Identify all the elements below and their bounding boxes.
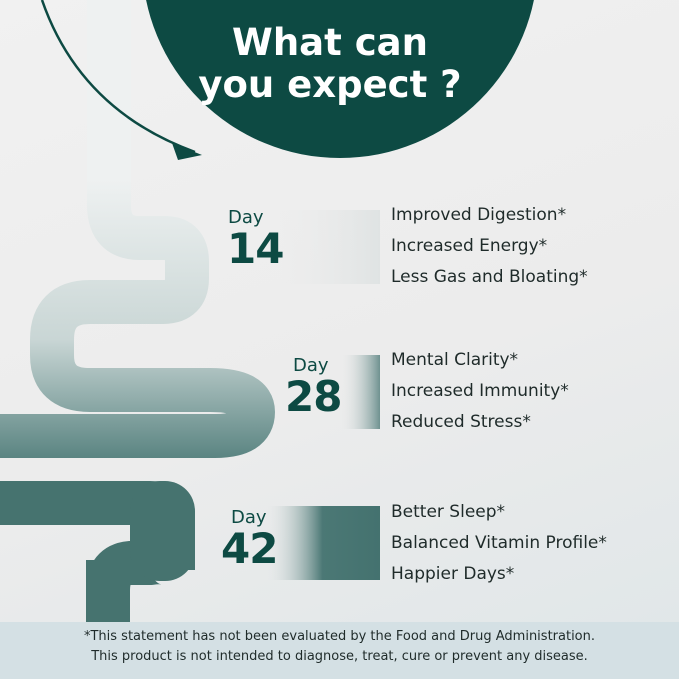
- benefit-item: Mental Clarity*: [391, 350, 519, 370]
- intestine-lower-bend: [130, 481, 195, 581]
- day14-bar: [270, 210, 380, 284]
- benefit-item: Happier Days*: [391, 564, 515, 584]
- disclaimer-line-1: *This statement has not been evaluated b…: [83, 629, 596, 644]
- benefit-item: Better Sleep*: [391, 502, 506, 522]
- day-number: 28: [285, 372, 342, 421]
- day14-label: Day 14: [227, 207, 284, 273]
- disclaimer-line-2: This product is not intended to diagnose…: [91, 649, 588, 664]
- day-text: Day: [293, 355, 329, 376]
- day-number: 42: [221, 524, 278, 573]
- title-line-2: you expect ?: [198, 63, 462, 106]
- arrow-head-icon: [172, 143, 202, 160]
- day-text: Day: [231, 507, 267, 528]
- header-circle: [146, 0, 534, 158]
- intestine-lower-tail: [86, 560, 130, 630]
- day28-benefits: Mental Clarity* Increased Immunity* Redu…: [391, 345, 569, 438]
- benefit-item: Increased Energy*: [391, 236, 548, 256]
- benefit-item: Balanced Vitamin Profile*: [391, 533, 607, 553]
- day42-label: Day 42: [221, 507, 278, 573]
- page-title: What can you expect ?: [160, 22, 500, 106]
- day42-benefits: Better Sleep* Balanced Vitamin Profile* …: [391, 497, 607, 590]
- day42-bar: [265, 506, 380, 580]
- day28-bar: [340, 355, 380, 429]
- day28-label: Day 28: [285, 355, 342, 421]
- arrow-curve: [40, 0, 196, 154]
- benefit-item: Reduced Stress*: [391, 412, 531, 432]
- day14-benefits: Improved Digestion* Increased Energy* Le…: [391, 200, 588, 293]
- disclaimer-footer: *This statement has not been evaluated b…: [0, 622, 679, 679]
- benefit-item: Increased Immunity*: [391, 381, 569, 401]
- benefit-item: Less Gas and Bloating*: [391, 267, 588, 287]
- benefit-item: Improved Digestion*: [391, 205, 567, 225]
- day-number: 14: [227, 224, 284, 273]
- day-text: Day: [228, 207, 264, 228]
- title-line-1: What can: [232, 21, 428, 64]
- intestine-upper: [0, 0, 276, 458]
